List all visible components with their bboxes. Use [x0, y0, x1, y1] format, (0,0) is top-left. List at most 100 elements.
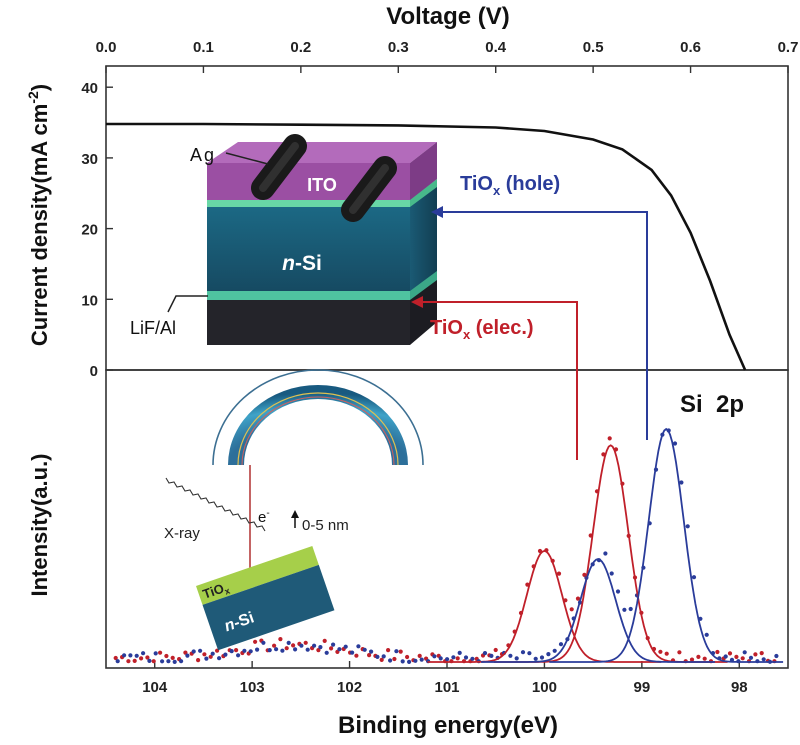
xps-fit-curves — [427, 427, 784, 663]
nsi-side — [410, 183, 437, 291]
xps-fit-component — [427, 549, 662, 663]
xps-point — [179, 659, 184, 664]
binding-energy-tick-label: 99 — [634, 679, 651, 696]
intensity-axis-title: Intensity(a.u.) — [27, 453, 52, 596]
xps-point — [451, 655, 456, 660]
xps-point — [172, 659, 177, 665]
xps-point — [470, 656, 475, 661]
xps-point — [679, 480, 684, 485]
nsi-label: n-Si — [282, 252, 322, 275]
current-density-axis-title-sup: -2 — [25, 91, 41, 104]
xps-point — [622, 607, 627, 612]
xps-point — [388, 658, 393, 663]
ag-finger-left — [251, 134, 307, 200]
binding-energy-tick-label: 101 — [434, 679, 459, 696]
xps-point — [185, 653, 190, 658]
xps-point — [115, 659, 120, 664]
current-density-tick-label: 0 — [90, 363, 98, 380]
xps-schematic: e- X-ray TiOx n-Si 0-5 nm — [164, 369, 424, 651]
xps-point — [202, 652, 207, 657]
depth-label: 0-5 nm — [302, 517, 349, 534]
current-density-axis-title: Current density(mA cm-2) — [25, 84, 52, 346]
xps-point — [569, 607, 574, 612]
voltage-tick-label: 0.5 — [583, 39, 604, 56]
xps-point — [672, 441, 678, 446]
xps-point — [331, 642, 336, 647]
xps-point — [533, 656, 538, 661]
xps-point — [482, 651, 488, 656]
xps-point — [255, 647, 260, 652]
xps-point — [489, 653, 494, 659]
analyzer-dome-line1 — [237, 392, 399, 466]
xps-point — [457, 650, 462, 656]
xps-point — [191, 649, 196, 654]
xps-point — [223, 652, 228, 657]
xps-point — [362, 647, 367, 652]
xps-point — [229, 649, 234, 654]
xps-point — [126, 659, 131, 664]
elec-arrow — [411, 296, 578, 460]
xps-point — [356, 644, 361, 649]
current-density-tick-label: 10 — [81, 292, 98, 309]
ito-side — [410, 142, 437, 200]
sample-nsi-label: n-Si — [222, 609, 256, 635]
xps-point — [413, 658, 418, 663]
xps-point — [432, 654, 437, 659]
xps-point — [677, 650, 682, 655]
xps-point — [689, 657, 695, 662]
nsi-label-italic: n — [282, 252, 295, 275]
xps-point — [139, 656, 144, 661]
binding-energy-tick-label: 102 — [337, 679, 362, 696]
xps-point — [438, 656, 443, 661]
xps-point — [145, 655, 150, 660]
xray-label: X-ray — [164, 525, 200, 542]
hole-arrow — [431, 206, 648, 440]
xps-point — [128, 653, 133, 658]
xps-point — [164, 653, 169, 659]
xps-point — [575, 596, 581, 601]
xps-point — [280, 648, 285, 653]
xps-point — [375, 654, 380, 660]
binding-energy-tick-label: 104 — [142, 679, 168, 696]
xps-point — [369, 649, 374, 654]
upper-interlayer-front — [207, 199, 410, 207]
si2p-label: Si 2p — [680, 391, 744, 418]
xps-point — [386, 648, 391, 653]
lower-interlayer-side — [410, 270, 437, 300]
xps-point — [759, 651, 764, 656]
xps-point — [546, 652, 551, 657]
tiox-elec-label-sub: x — [463, 327, 471, 342]
xps-point — [324, 650, 329, 655]
xps-point — [318, 645, 323, 650]
xps-point — [354, 653, 359, 658]
current-density-axis-title-text: Current density(mA cm — [27, 104, 52, 346]
xps-point — [305, 647, 310, 652]
xps-point — [242, 648, 247, 653]
xps-point — [284, 646, 289, 651]
xps-point — [210, 651, 215, 656]
xps-point — [166, 659, 171, 664]
lifal-leader-line — [167, 295, 208, 313]
xps-point — [196, 658, 201, 663]
tiox-elec-label-rest: (elec.) — [470, 317, 533, 339]
xps-point — [204, 656, 209, 661]
xps-point — [322, 638, 327, 644]
xps-point — [394, 649, 399, 654]
voltage-tick-label: 0.7 — [778, 39, 799, 56]
sample-nsi-body — [202, 564, 335, 651]
xps-fit-component — [493, 444, 728, 663]
xps-point — [350, 650, 355, 655]
tiox-elec-label: TiOx (elec.) — [430, 317, 534, 342]
xps-point — [539, 655, 545, 660]
xps-point — [381, 654, 386, 659]
xps-point — [658, 649, 663, 654]
xps-point — [628, 606, 633, 612]
xps-point — [274, 647, 279, 652]
xps-point — [740, 656, 745, 661]
electron-label: e- — [258, 508, 270, 526]
xps-point — [234, 648, 239, 653]
xps-point — [761, 657, 766, 662]
xps-point — [664, 651, 669, 656]
xps-point — [748, 655, 754, 660]
depth-arrow-head — [291, 510, 299, 518]
